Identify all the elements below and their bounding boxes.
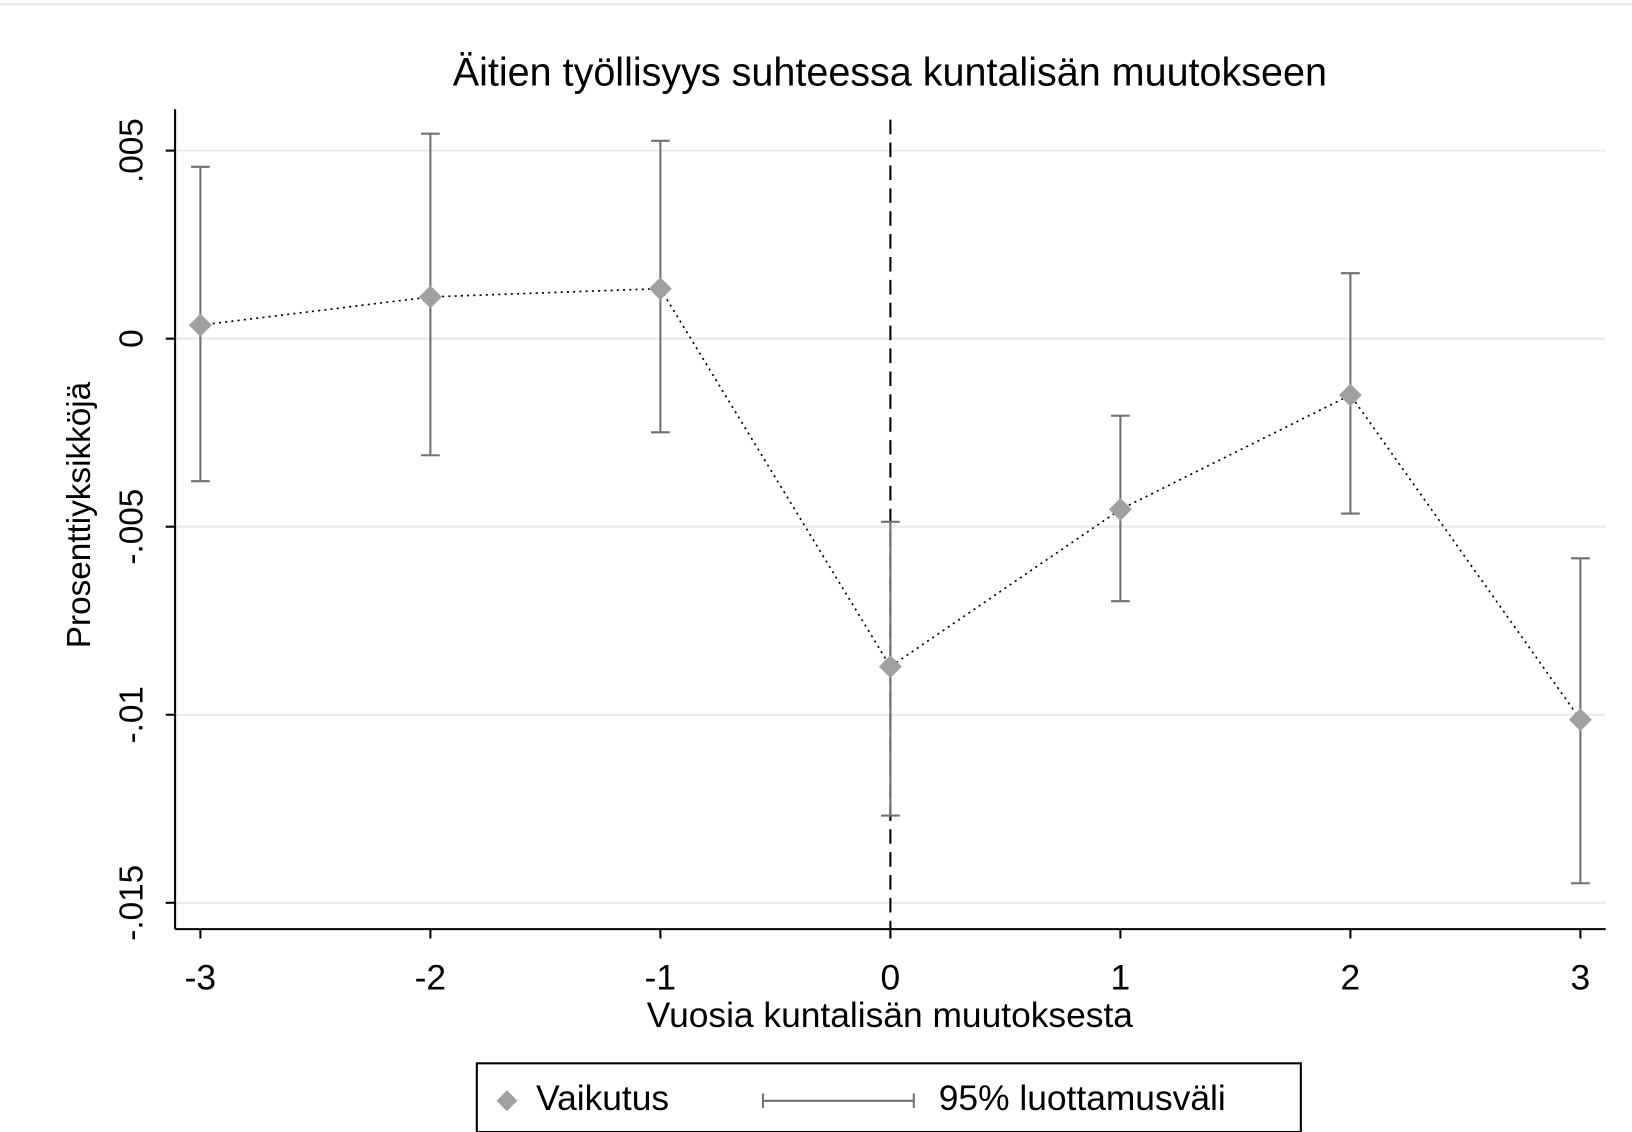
y-tick-label: -.015 — [113, 865, 150, 941]
y-tick-label: 0 — [113, 329, 150, 348]
legend: Vaikutus 95% luottamusväli — [475, 1062, 1302, 1132]
x-tick-label: 2 — [1341, 958, 1361, 997]
x-tick-label: 1 — [1111, 958, 1131, 997]
legend-label: 95% luottamusväli — [939, 1079, 1226, 1118]
legend-label: Vaikutus — [536, 1079, 669, 1118]
y-tick-label: .005 — [113, 118, 150, 183]
x-tick-label: -1 — [645, 958, 676, 997]
legend-ci — [761, 1093, 915, 1109]
point — [418, 285, 442, 309]
point — [1338, 383, 1362, 407]
x-tick-label: 3 — [1571, 958, 1591, 997]
point — [1108, 497, 1132, 521]
legend-box — [475, 1062, 1302, 1132]
point — [1568, 708, 1592, 732]
y-axis-title: Prosenttiyksikköjä — [61, 381, 98, 648]
x-axis-title: Vuosia kuntalisän muutoksesta — [647, 996, 1133, 1035]
x-tick-label: -2 — [415, 958, 446, 997]
chart-title: Äitien työllisyys suhteessa kuntalisän m… — [453, 50, 1327, 94]
y-tick-label: -.01 — [113, 686, 150, 743]
x-tick-label: 0 — [881, 958, 901, 997]
point — [648, 277, 672, 301]
point — [188, 313, 212, 337]
point — [878, 655, 902, 679]
x-tick-label: -3 — [185, 958, 216, 997]
y-tick-label: -.005 — [113, 489, 150, 565]
